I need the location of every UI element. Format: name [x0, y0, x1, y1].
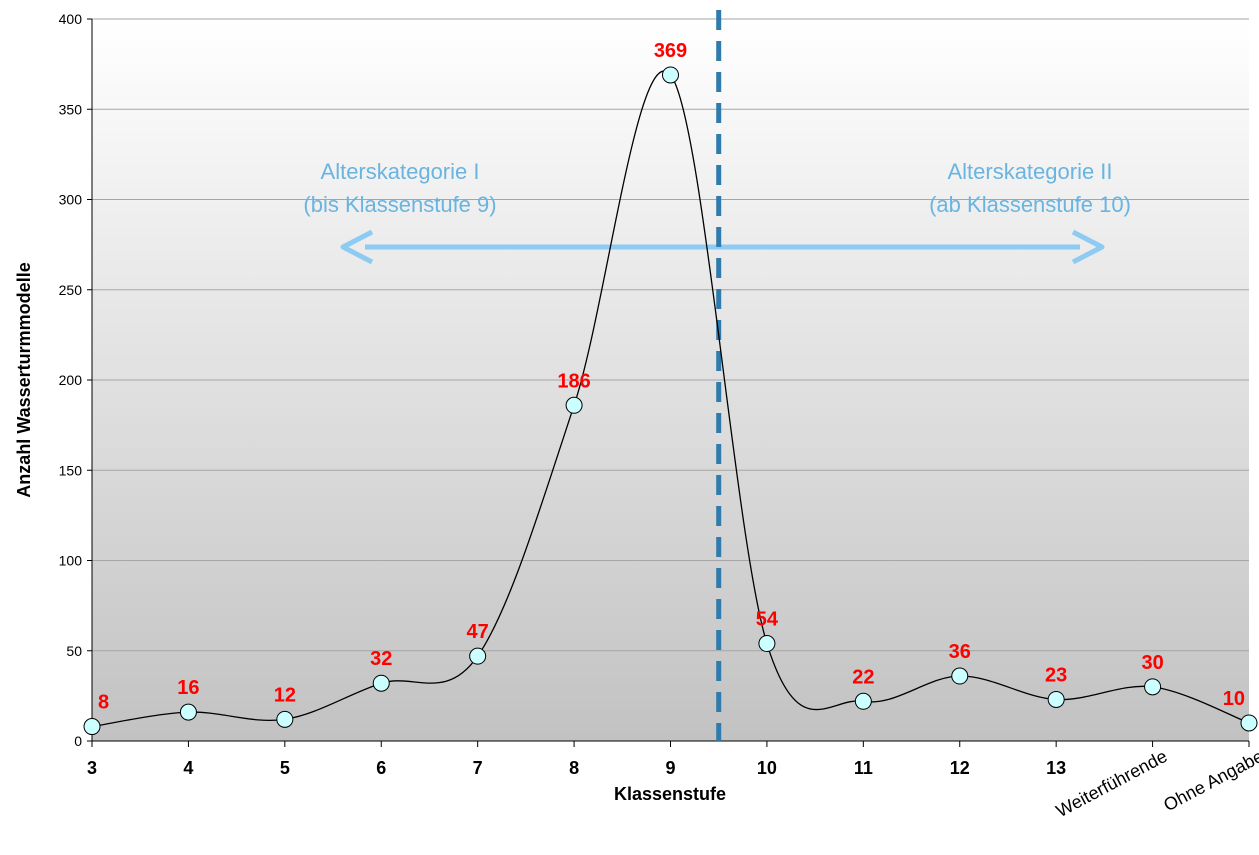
data-point	[372, 674, 390, 692]
data-label: 30	[1141, 652, 1163, 674]
x-tick-label: 6	[376, 758, 386, 778]
gridlines	[92, 18, 1249, 652]
data-point	[854, 692, 872, 710]
data-point	[1144, 678, 1162, 696]
data-label: 32	[370, 648, 392, 670]
data-point	[83, 718, 101, 736]
x-tick-label: 11	[854, 758, 873, 778]
x-tick-label: 5	[280, 758, 290, 778]
data-points	[83, 66, 1258, 736]
data-point	[662, 66, 679, 84]
y-tick-label: 150	[59, 462, 83, 478]
data-label: 186	[557, 370, 590, 392]
data-label: 12	[274, 684, 296, 706]
y-tick-label: 400	[59, 11, 83, 27]
data-label: 23	[1045, 664, 1067, 686]
data-label: 47	[467, 621, 489, 643]
annotation-right-line2: (ab Klassenstufe 10)	[929, 192, 1131, 217]
x-tick-label: 12	[950, 758, 970, 778]
data-point	[1047, 690, 1065, 708]
y-tick-label: 250	[59, 282, 83, 298]
data-label: 8	[98, 692, 109, 714]
category-annotations: Alterskategorie I (bis Klassenstufe 9) A…	[303, 159, 1131, 265]
data-label: 36	[949, 641, 971, 663]
data-label: 54	[756, 609, 779, 631]
data-point	[1240, 714, 1258, 732]
x-tick-label: 4	[183, 758, 193, 778]
y-tick-label: 50	[66, 643, 82, 659]
y-tick-label: 300	[59, 192, 83, 208]
data-point	[469, 647, 487, 665]
y-tick-label: 100	[59, 553, 83, 569]
x-axis-title: Klassenstufe	[614, 784, 726, 804]
x-tick-label: Ohne Angabe	[1160, 746, 1259, 815]
annotation-right-line1: Alterskategorie II	[947, 159, 1112, 184]
data-labels: 8 16 12 32 47 186 369 54 22 36 23 30 10	[98, 40, 1245, 714]
y-axis-title: Anzahl Wasserturmmodelle	[14, 262, 34, 497]
x-tick-label: 10	[757, 758, 777, 778]
x-tick-label: 7	[473, 758, 483, 778]
x-tick-label: 13	[1046, 758, 1066, 778]
annotation-left-line2: (bis Klassenstufe 9)	[303, 192, 496, 217]
data-point	[276, 710, 294, 728]
data-label: 10	[1223, 688, 1245, 710]
data-point	[951, 667, 969, 685]
y-tick-label: 0	[74, 733, 82, 749]
x-tick-label: 9	[665, 758, 675, 778]
data-point	[758, 635, 776, 653]
annotation-left-line1: Alterskategorie I	[321, 159, 480, 184]
data-label: 369	[654, 40, 687, 62]
data-point	[565, 396, 583, 414]
y-axis-ticks: 0 50 100 150 200 250 300 350 400	[59, 11, 92, 749]
data-point	[179, 703, 197, 721]
double-arrow	[340, 229, 1105, 265]
x-tick-label: 3	[87, 758, 97, 778]
y-tick-label: 350	[59, 101, 83, 117]
y-tick-label: 200	[59, 372, 83, 388]
data-label: 22	[852, 666, 874, 688]
x-tick-label: 8	[569, 758, 579, 778]
data-label: 16	[177, 677, 199, 699]
x-tick-label: Weiterführende	[1053, 746, 1171, 821]
